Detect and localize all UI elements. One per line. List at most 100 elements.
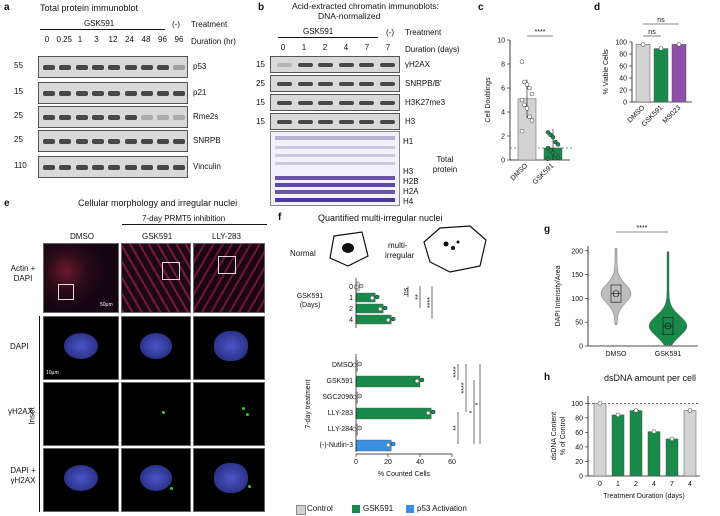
c-point <box>524 82 530 87</box>
panel-a-duration-label-item: 96 <box>174 35 184 44</box>
f-tick-label: 40 <box>416 459 424 466</box>
c-point <box>529 118 535 123</box>
panel-a-marker: 25 <box>14 111 23 120</box>
blot-band <box>140 115 153 120</box>
blot-band <box>297 82 313 86</box>
h-bar <box>629 410 643 477</box>
panel-b-duration-label-item: 4 <box>343 43 349 52</box>
panel-b-title-1: Acid-extracted chromatin immunoblots: <box>292 1 439 11</box>
f-category-label: 1 <box>349 295 353 302</box>
f-bar <box>355 439 392 452</box>
panel-a-marker: 15 <box>14 87 23 96</box>
panel-a-marker: 110 <box>14 161 27 170</box>
blot-band <box>91 139 104 144</box>
panel-f-multi-label-2: irregular <box>385 251 415 260</box>
h-xtick-label: 4 <box>652 481 656 488</box>
panel-a-protein-label: p53 <box>193 62 207 71</box>
gel-label-h3: H3 <box>403 167 414 176</box>
c-tick-label: 8 <box>501 62 505 69</box>
legend-control: Control <box>307 504 333 513</box>
panel-e-col-dmso: DMSO <box>70 232 94 241</box>
f-category-label: LLY-283 <box>328 410 353 417</box>
scale-bar-inset-label: 10μm <box>46 370 59 376</box>
panel-c-chart: 0 2 4 6 8 10 Cell Doublings DMSO GSK591 **** <box>485 29 574 186</box>
g-violin <box>648 251 688 346</box>
h-bar <box>593 403 607 477</box>
g-sig: **** <box>637 225 648 232</box>
d-tick-label: 60 <box>619 64 627 71</box>
h-point <box>615 412 621 418</box>
f-point <box>390 316 396 322</box>
d-bar <box>671 44 687 103</box>
d-tick-label: 20 <box>619 88 627 95</box>
panel-h-chart: 0 20 40 60 80 100 dsDNA Content% of Control 0 1 2… <box>551 396 700 500</box>
h-bar <box>611 414 625 477</box>
scale-bar-top-label: 50μm <box>100 302 113 308</box>
panel-b-title-2: DNA-normalized <box>318 11 381 21</box>
panel-b-protein-label: γH2AX <box>405 60 430 69</box>
h-xtick-label: 4 <box>688 481 692 488</box>
g-tick-label: 50 <box>575 320 583 327</box>
f-sig-bottom: **** <box>453 366 460 377</box>
f-category-label: GSK591 <box>327 378 354 385</box>
gel-total-protein-label: Total protein <box>432 155 458 175</box>
c-tick-label: 10 <box>497 38 505 45</box>
panel-b-neg-label: (-) <box>386 28 394 37</box>
blot-band <box>91 65 104 70</box>
h-ylabel-2: % of Control <box>560 416 567 455</box>
panel-a-group-line <box>40 29 165 30</box>
blot-band <box>359 82 374 86</box>
panel-a-letter: a <box>4 2 10 13</box>
d-tick-label: 0 <box>623 100 627 107</box>
blot-band <box>43 65 55 70</box>
f-point <box>357 361 362 367</box>
c-point <box>555 155 561 160</box>
h-tick-label: 100 <box>571 401 583 408</box>
panel-a-group-label: GSK591 <box>84 19 115 28</box>
panel-b-duration-label: Duration (days) <box>405 45 460 54</box>
panel-f-normal-label: Normal <box>290 249 316 258</box>
g-ylabel: DAPI Intensity/Area <box>555 265 562 326</box>
blot-band <box>379 82 395 86</box>
panel-f-title: Quantified multi-irregular nuclei <box>318 213 443 223</box>
panel-b-duration-label-item: 2 <box>322 43 328 52</box>
panel-e-row-h2ax: γH2AX <box>8 407 33 416</box>
panel-a-duration-label-item: 1 <box>77 35 83 44</box>
panel-b-protein-label: H3 <box>405 117 416 126</box>
h-xtick-label: 1 <box>616 481 620 488</box>
blot-band <box>140 65 153 70</box>
blot-band <box>43 165 55 170</box>
blot-band <box>359 101 374 105</box>
blot-band <box>338 101 354 105</box>
panel-b-protein-label: H3K27me3 <box>405 98 446 107</box>
f-point <box>385 317 391 323</box>
blot-band <box>277 101 292 105</box>
f-sig-top: ns <box>403 287 410 295</box>
panel-b-blot-3 <box>270 113 400 130</box>
c-point <box>519 128 525 134</box>
blot-band <box>379 63 395 67</box>
d-tick-label: 100 <box>615 40 627 47</box>
micro-h2ax-lly283 <box>193 382 265 446</box>
panel-b-marker: 15 <box>256 60 265 69</box>
h-bar <box>665 438 679 477</box>
c-ylabel: Cell Doublings <box>485 77 492 123</box>
panel-e-subtitle: 7-day PRMT5 inhibition <box>142 214 226 223</box>
panel-a-protein-label: Rme2s <box>193 112 219 121</box>
f-point <box>357 393 362 399</box>
c-tick-label: 2 <box>501 134 505 141</box>
panel-a-blot-snrpb <box>38 130 188 152</box>
micro-actin-dmso <box>43 243 119 313</box>
g-mean <box>664 322 672 330</box>
d-point <box>640 42 646 47</box>
h-bar <box>683 410 697 477</box>
blot-band <box>75 91 88 96</box>
panel-a-protein-label: SNRPB <box>193 136 221 145</box>
g-tick-label: 0 <box>579 344 583 351</box>
blot-band <box>157 165 170 170</box>
panel-f-legend: Control GSK591 p53 Activation <box>296 504 481 515</box>
panel-a-duration-label-item: 48 <box>141 35 151 44</box>
blot-band <box>75 165 88 170</box>
panel-f-letter: f <box>278 212 282 223</box>
h-point <box>633 408 639 413</box>
